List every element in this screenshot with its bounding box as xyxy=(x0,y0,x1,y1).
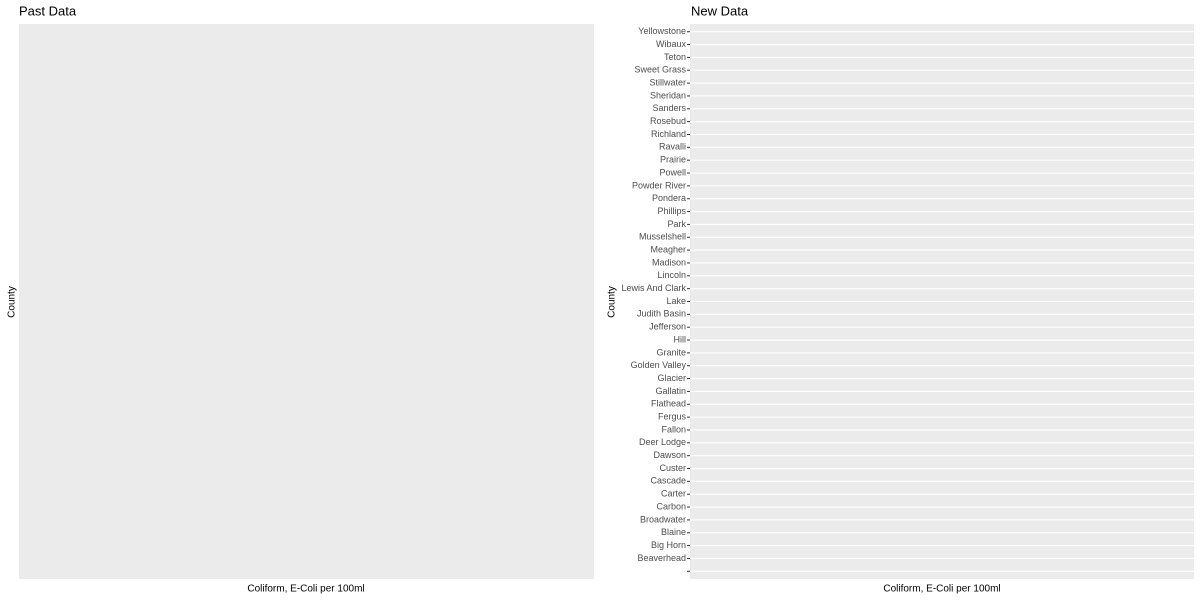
y-tick-label: Carter xyxy=(661,489,686,499)
y-tick-label: Richland xyxy=(651,129,686,139)
y-tick-label: Deer Lodge xyxy=(639,437,686,447)
y-axis-title: County xyxy=(7,286,18,318)
y-tick-label: Broadwater xyxy=(640,514,686,524)
y-tick-label: Hill xyxy=(674,334,687,344)
y-tick-label: Golden Valley xyxy=(631,360,687,370)
y-tick-label: Pondera xyxy=(652,193,686,203)
y-tick-label: Dawson xyxy=(653,450,686,460)
y-tick-label: Rosebud xyxy=(650,116,686,126)
y-tick-label: Granite xyxy=(656,347,686,357)
y-tick-label: Phillips xyxy=(657,206,686,216)
y-tick-label: Park xyxy=(667,219,686,229)
y-tick-label: Ravalli xyxy=(659,142,686,152)
y-tick-label: Carbon xyxy=(656,501,686,511)
chart-title: New Data xyxy=(691,3,749,18)
y-tick-label: Flathead xyxy=(651,399,686,409)
y-tick-label: Jefferson xyxy=(649,322,686,332)
y-axis-title: County xyxy=(607,286,618,318)
y-tick-label: Sanders xyxy=(652,103,686,113)
y-tick-label: Madison xyxy=(652,257,686,267)
y-tick-label: Wibaux xyxy=(656,39,687,49)
x-axis-title: Coliform, E-Coli per 100ml xyxy=(247,584,364,595)
y-tick-label: Big Horn xyxy=(651,540,686,550)
y-tick-label: Sheridan xyxy=(650,90,686,100)
y-tick-label: Lincoln xyxy=(657,270,686,280)
y-tick-label: Custer xyxy=(659,463,686,473)
y-tick-label: Powder River xyxy=(632,180,686,190)
chart-title: Past Data xyxy=(19,3,77,18)
y-tick-label: Musselshell xyxy=(639,232,686,242)
y-tick-label: Fallon xyxy=(661,424,686,434)
y-tick-label: Powell xyxy=(659,167,686,177)
y-tick-label: Sweet Grass xyxy=(634,65,686,75)
y-tick-label: Meagher xyxy=(650,244,686,254)
y-tick-label: Beaverhead xyxy=(637,553,686,563)
y-tick-label: Yellowstone xyxy=(638,26,686,36)
y-tick-label: Teton xyxy=(664,52,686,62)
y-tick-label: Glacier xyxy=(657,373,686,383)
y-tick-label: Lake xyxy=(666,296,686,306)
x-axis-title: Coliform, E-Coli per 100ml xyxy=(883,584,1000,595)
y-tick-label: Stillwater xyxy=(649,77,686,87)
y-tick-label: Blaine xyxy=(661,527,686,537)
y-tick-label: Prairie xyxy=(660,155,686,165)
panel xyxy=(19,24,594,579)
y-tick-label: Fergus xyxy=(658,412,687,422)
y-tick-label: Cascade xyxy=(650,476,686,486)
y-tick-label: Gallatin xyxy=(655,386,686,396)
y-tick-label: Lewis And Clark xyxy=(621,283,686,293)
y-tick-label: Judith Basin xyxy=(637,309,686,319)
